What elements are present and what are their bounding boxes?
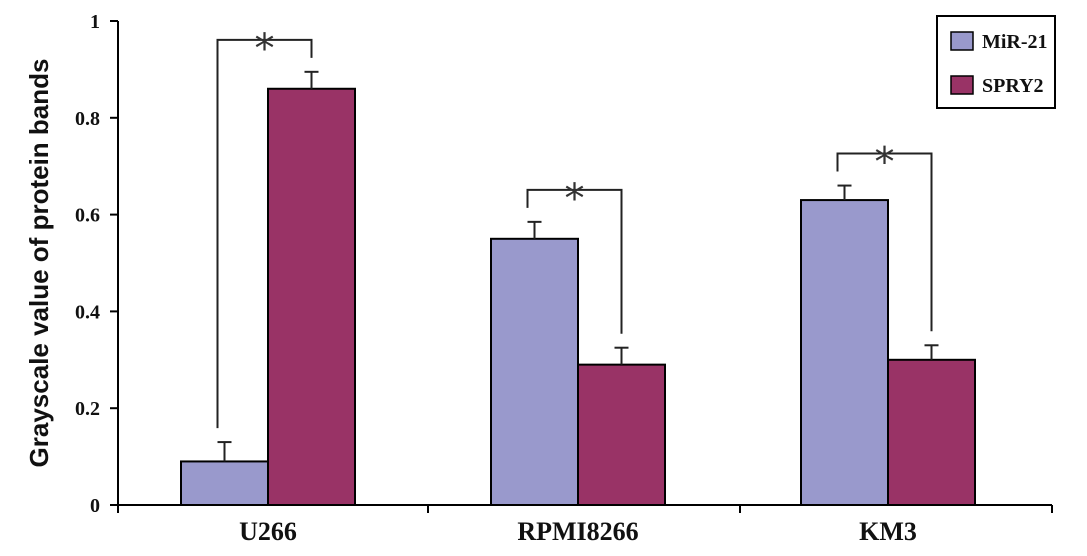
significance-star: * [875,140,895,186]
significance-star: * [255,26,275,72]
y-tick-label: 0 [90,495,100,517]
significance-bracket: * [216,26,313,429]
error-bar [527,220,542,239]
significance-star: * [565,176,585,222]
y-tick-label: 0.4 [75,301,100,323]
y-tick-label: 1 [90,11,100,33]
legend-swatch [950,75,974,95]
y-axis-label: Grayscale value of protein bands [24,59,54,468]
error-bar [217,441,232,462]
x-tick-label: RPMI8266 [517,517,638,546]
y-tick-label: 0.6 [75,205,100,227]
legend-label: SPRY2 [982,75,1044,97]
error-bar [614,346,629,365]
y-tick-label: 0.8 [75,108,100,130]
bar-mir-21-km3 [800,199,889,507]
x-tick-label: KM3 [859,517,917,546]
significance-bracket: * [526,176,623,334]
bar-spry2-km3 [887,358,976,506]
bars-layer [180,87,976,507]
y-ticks: 0 0.2 0.4 0.6 0.8 1 [75,11,118,517]
legend-swatch [950,31,974,51]
significance-layer: * * * [216,26,933,429]
bar-mir-21-u266 [180,460,269,507]
significance-bracket: * [836,140,933,332]
x-tick-label: U266 [239,517,297,546]
error-bar [837,184,852,201]
axes-layer [117,21,1052,506]
error-bar [924,344,939,360]
bar-spry2-u266 [267,87,356,506]
legend-label: MiR-21 [982,31,1048,53]
error-bars-layer [217,70,939,462]
bar-mir-21-rpmi8266 [490,237,579,507]
bar-spry2-rpmi8266 [577,363,666,507]
error-bar [304,70,319,89]
y-tick-label: 0.2 [75,398,100,420]
legend: MiR-21 SPRY2 [936,15,1056,109]
x-ticks: U266 RPMI8266 KM3 [117,505,1053,546]
